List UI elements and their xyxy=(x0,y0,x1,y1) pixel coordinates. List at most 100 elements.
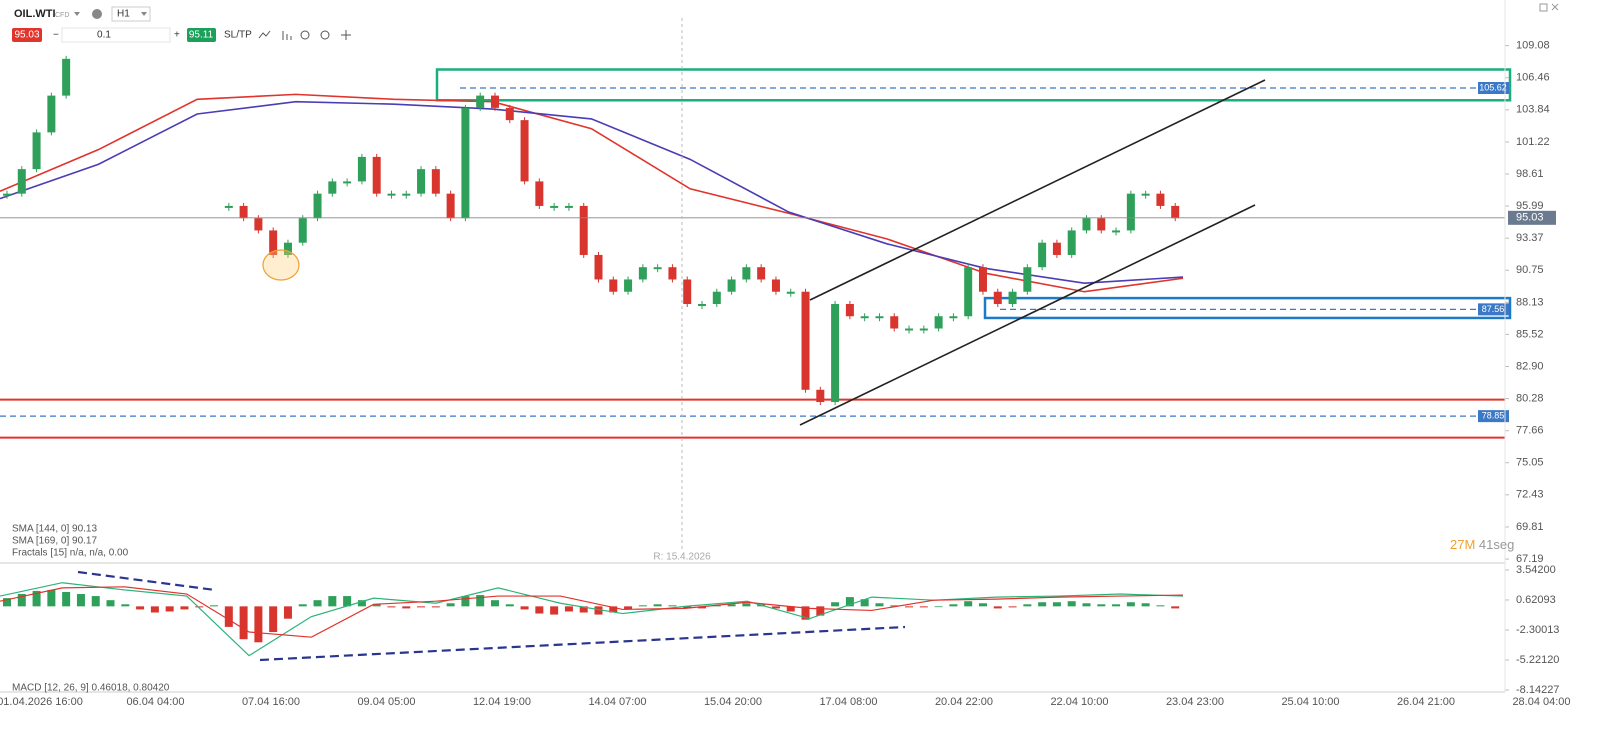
macd-bar xyxy=(875,603,884,607)
sltp-button[interactable]: SL/TP xyxy=(224,30,252,41)
macd-bar xyxy=(476,595,485,607)
main-layer: 109.08 106.46 103.84 101.22 98.61 95.99 93.37 9… xyxy=(0,40,1571,708)
candle xyxy=(875,316,884,319)
candle xyxy=(224,205,233,208)
macd-bar xyxy=(668,605,677,607)
macd-bar xyxy=(3,598,11,607)
macd-bar xyxy=(993,606,1002,609)
tool-icon[interactable] xyxy=(282,31,292,40)
indicator-legend[interactable]: SMA [144, 0] 90.13 xyxy=(12,524,97,535)
macd-bar xyxy=(298,604,307,607)
macd-bar xyxy=(402,606,411,609)
zoom-in-icon[interactable] xyxy=(320,30,330,40)
macd-bar xyxy=(934,606,943,608)
macd-bar xyxy=(1141,603,1150,607)
macd-bar xyxy=(91,596,100,607)
zone xyxy=(435,68,1512,102)
macd-bar xyxy=(860,599,869,607)
candle xyxy=(343,181,352,184)
crosshair-label: R: 15.4.2026 xyxy=(653,552,711,563)
highlight-circle xyxy=(262,249,300,281)
x-tick-label: 26.04 21:00 xyxy=(1397,696,1455,708)
candle xyxy=(417,169,426,194)
macd-bar xyxy=(136,606,145,610)
indicator-legend[interactable]: MACD [12, 26, 9] 0.46018, 0.80420 xyxy=(12,683,170,694)
buy-price: 95.11 xyxy=(189,30,214,41)
macd-bar xyxy=(1082,603,1091,607)
plus-button[interactable]: + xyxy=(174,30,180,41)
macd-bar xyxy=(254,606,263,643)
sell-button[interactable] xyxy=(12,28,42,42)
macd-bar xyxy=(1052,602,1061,607)
timeframe-select[interactable] xyxy=(111,6,151,22)
candle xyxy=(638,267,647,280)
dropdown-arrow[interactable] xyxy=(74,12,80,16)
macd-bar xyxy=(490,600,499,607)
tool-icon[interactable] xyxy=(258,30,271,39)
macd-bar xyxy=(224,606,233,627)
candle xyxy=(1023,267,1032,292)
candle xyxy=(32,132,41,170)
sell-price: 95.03 xyxy=(14,30,39,41)
macd-bar xyxy=(1097,604,1106,607)
macd-bar xyxy=(283,606,292,619)
symbol[interactable]: OIL.WTI xyxy=(14,8,56,20)
candle xyxy=(668,267,677,280)
macd-bar xyxy=(269,606,278,633)
instrument: CFD xyxy=(55,12,69,19)
zoom-out-icon[interactable] xyxy=(300,30,310,40)
y-tick-label: 3.54200 xyxy=(1516,564,1556,576)
x-tick-label: 07.04 16:00 xyxy=(242,696,300,708)
dropdown-arrow[interactable] xyxy=(141,12,147,16)
level-label: 78.85 xyxy=(1482,411,1505,421)
macd-bar xyxy=(343,596,352,607)
macd-bar xyxy=(17,594,26,607)
macd-bar xyxy=(727,604,736,607)
divergence-line xyxy=(259,625,906,662)
candle xyxy=(919,328,928,331)
indicator-legend[interactable]: SMA [169, 0] 90.17 xyxy=(12,536,97,547)
y-tick-label: 103.84 xyxy=(1516,104,1550,116)
crosshair-icon[interactable] xyxy=(341,30,351,40)
macd-bar xyxy=(328,596,337,607)
candle xyxy=(712,291,721,304)
candle xyxy=(328,181,337,194)
macd-bar xyxy=(919,606,928,608)
macd-bar xyxy=(180,606,189,610)
candle xyxy=(653,267,662,270)
candle xyxy=(771,279,780,292)
timer-seconds: 41seg xyxy=(1479,537,1514,552)
candle xyxy=(402,193,411,196)
candle xyxy=(283,242,292,255)
candle xyxy=(17,169,26,194)
candle xyxy=(461,107,470,219)
y-tick-label: 77.66 xyxy=(1516,425,1544,437)
last-price-label: 95.03 xyxy=(1516,212,1544,224)
info-icon[interactable] xyxy=(92,9,102,19)
candle xyxy=(905,328,914,331)
level-label-box xyxy=(1478,82,1509,95)
minus-button[interactable]: − xyxy=(53,30,59,41)
candle xyxy=(742,267,751,280)
x-tick-label: 22.04 10:00 xyxy=(1050,696,1108,708)
candle xyxy=(1067,230,1076,255)
candle xyxy=(1112,230,1121,233)
macd-bar xyxy=(357,600,366,607)
close-icon[interactable] xyxy=(1551,3,1559,11)
buy-button[interactable] xyxy=(187,28,216,42)
y-tick-label: 72.43 xyxy=(1516,489,1544,501)
zones-layer: 105.62 87.56 78.85 xyxy=(0,68,1512,439)
x-tick-label: 14.04 07:00 xyxy=(588,696,646,708)
indicator-legend[interactable]: Fractals [15] n/a, n/a, 0.00 xyxy=(12,548,129,559)
macd-bar xyxy=(1171,606,1180,609)
candle xyxy=(757,267,766,280)
macd-bar xyxy=(624,606,633,610)
window-icon[interactable] xyxy=(1539,3,1548,12)
macd-bar xyxy=(801,606,810,620)
zone xyxy=(983,296,1512,320)
macd-bar xyxy=(831,602,840,607)
y-tick-label: 69.81 xyxy=(1516,521,1544,533)
channel-upper xyxy=(809,79,1266,301)
volume-input[interactable] xyxy=(61,27,171,43)
macd-bar xyxy=(387,606,396,608)
